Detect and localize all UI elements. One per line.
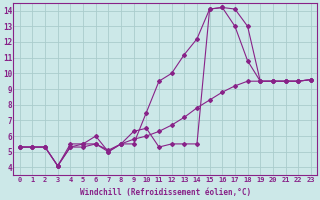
X-axis label: Windchill (Refroidissement éolien,°C): Windchill (Refroidissement éolien,°C)	[80, 188, 251, 197]
